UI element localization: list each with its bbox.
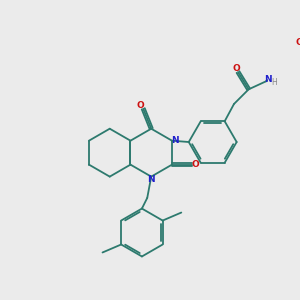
Text: O: O: [136, 101, 144, 110]
Text: O: O: [296, 38, 300, 47]
Text: N: N: [147, 175, 154, 184]
Text: H: H: [272, 78, 277, 87]
Text: N: N: [171, 136, 179, 145]
Text: O: O: [233, 64, 241, 73]
Text: N: N: [264, 75, 272, 84]
Text: O: O: [191, 160, 199, 169]
